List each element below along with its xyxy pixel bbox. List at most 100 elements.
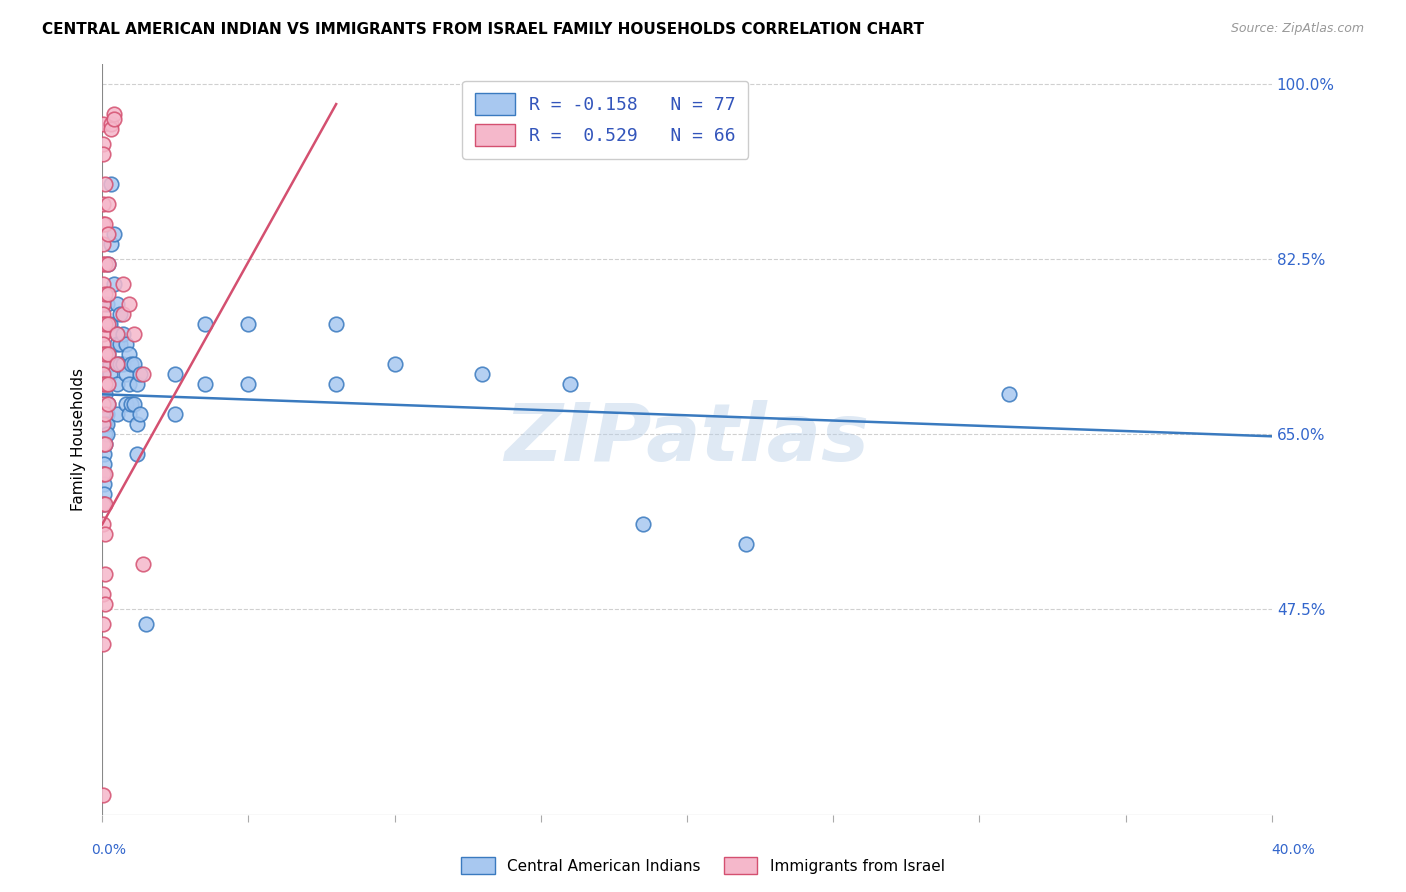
Point <box>94 407 117 421</box>
Point <box>96 407 118 421</box>
Point <box>105 327 128 342</box>
Point <box>127 447 149 461</box>
Point <box>105 337 128 351</box>
Point <box>94 427 117 442</box>
Point <box>98 357 121 371</box>
Point <box>129 368 152 382</box>
Point <box>98 368 121 382</box>
Point <box>91 297 114 311</box>
Point <box>117 347 139 361</box>
Point <box>91 307 114 321</box>
Point <box>93 437 115 451</box>
Point <box>108 307 131 321</box>
Point <box>325 317 347 331</box>
Point <box>120 397 142 411</box>
Point <box>238 377 260 392</box>
Y-axis label: Family Households: Family Households <box>72 368 86 511</box>
Point <box>165 407 187 421</box>
Point <box>94 257 117 271</box>
Point <box>97 377 120 392</box>
Point <box>94 317 117 331</box>
Point <box>94 567 117 582</box>
Point <box>91 357 114 371</box>
Point <box>117 377 139 392</box>
Point <box>325 377 347 392</box>
Point <box>94 417 117 432</box>
Point <box>997 387 1019 401</box>
Point <box>97 377 120 392</box>
Point <box>93 458 115 472</box>
Text: CENTRAL AMERICAN INDIAN VS IMMIGRANTS FROM ISRAEL FAMILY HOUSEHOLDS CORRELATION : CENTRAL AMERICAN INDIAN VS IMMIGRANTS FR… <box>42 22 924 37</box>
Point <box>111 307 134 321</box>
Point <box>94 347 117 361</box>
Point <box>97 257 120 271</box>
Point <box>117 297 139 311</box>
Point <box>734 537 756 551</box>
Point <box>96 397 118 411</box>
Point <box>96 347 118 361</box>
Point <box>120 357 142 371</box>
Point <box>100 117 122 131</box>
Point <box>114 397 136 411</box>
Point <box>127 377 149 392</box>
Point <box>103 227 125 242</box>
Point <box>91 377 114 392</box>
Point <box>97 397 120 411</box>
Point <box>91 337 114 351</box>
Text: Source: ZipAtlas.com: Source: ZipAtlas.com <box>1230 22 1364 36</box>
Point <box>91 277 114 292</box>
Point <box>103 277 125 292</box>
Point <box>91 437 114 451</box>
Point <box>91 257 114 271</box>
Point <box>94 287 117 301</box>
Point <box>105 377 128 392</box>
Point <box>384 357 406 371</box>
Point <box>105 327 128 342</box>
Point <box>193 317 215 331</box>
Point <box>91 497 114 511</box>
Point <box>105 297 128 311</box>
Point <box>103 112 125 127</box>
Point <box>114 368 136 382</box>
Point <box>631 517 654 532</box>
Point <box>105 357 128 371</box>
Point <box>103 107 125 121</box>
Point <box>105 407 128 421</box>
Point <box>193 377 215 392</box>
Point <box>93 447 115 461</box>
Point <box>91 117 114 131</box>
Point <box>94 377 117 392</box>
Point <box>93 397 115 411</box>
Point <box>91 417 114 432</box>
Point <box>91 517 114 532</box>
Point <box>94 497 117 511</box>
Point <box>100 237 122 252</box>
Point <box>91 368 114 382</box>
Point <box>91 317 114 331</box>
Point <box>111 327 134 342</box>
Point <box>132 558 155 572</box>
Point <box>91 137 114 152</box>
Point <box>91 637 114 651</box>
Point <box>97 397 120 411</box>
Point <box>105 357 128 371</box>
Point <box>96 357 118 371</box>
Point <box>91 347 114 361</box>
Point <box>238 317 260 331</box>
Point <box>93 417 115 432</box>
Legend: R = -0.158   N = 77, R =  0.529   N = 66: R = -0.158 N = 77, R = 0.529 N = 66 <box>463 80 748 159</box>
Point <box>97 347 120 361</box>
Point <box>93 487 115 501</box>
Point <box>94 467 117 482</box>
Point <box>94 357 117 371</box>
Point <box>96 427 118 442</box>
Point <box>94 387 117 401</box>
Point <box>93 377 115 392</box>
Point <box>135 617 157 632</box>
Point <box>97 197 120 211</box>
Point <box>108 357 131 371</box>
Point <box>97 347 120 361</box>
Point <box>100 177 122 191</box>
Point <box>91 587 114 601</box>
Point <box>98 317 121 331</box>
